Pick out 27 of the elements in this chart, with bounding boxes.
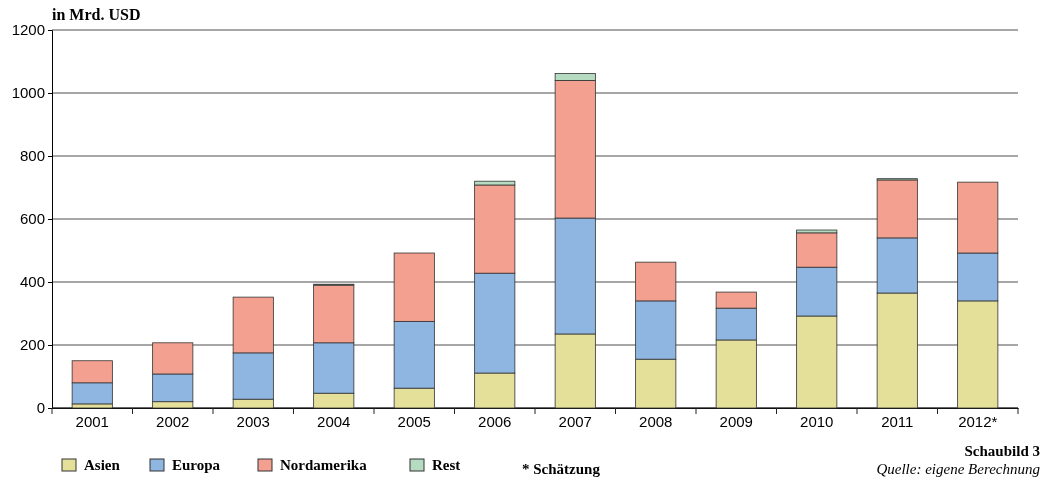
x-tick-label: 2012* <box>958 412 998 430</box>
legend-label: Nordamerika <box>280 457 368 473</box>
x-tick-label: 2002 <box>156 412 190 430</box>
x-tick-label: 2001 <box>75 412 109 430</box>
legend-label: Rest <box>432 457 461 473</box>
x-tick-label: 2005 <box>397 412 431 430</box>
x-tick-label: 2008 <box>639 412 673 430</box>
x-tick-label: 2007 <box>558 412 592 430</box>
y-tick-label: 1000 <box>11 84 45 102</box>
x-tick-label: 2004 <box>317 412 351 430</box>
y-tick-label: 600 <box>19 210 45 228</box>
y-axis-title: in Mrd. USD <box>52 6 141 23</box>
source-note: Quelle: eigene Berechnung <box>876 461 1041 477</box>
x-tick-label: 2006 <box>478 412 512 430</box>
text: * Schätzung <box>522 461 601 477</box>
text: Schaubild 3 <box>964 443 1040 459</box>
x-tick-label: 2011 <box>881 412 914 430</box>
y-tick-label: 0 <box>36 399 45 417</box>
y-tick-label: 1200 <box>11 21 45 39</box>
legend-label: Europa <box>172 457 221 473</box>
x-tick-label: 2009 <box>719 412 753 430</box>
x-tick-label: 2010 <box>800 412 834 430</box>
y-tick-label: 800 <box>19 147 45 165</box>
legend-label: Asien <box>84 457 121 473</box>
x-tick-label: 2003 <box>236 412 270 430</box>
y-tick-label: 200 <box>19 336 45 354</box>
y-tick-label: 400 <box>19 273 45 291</box>
